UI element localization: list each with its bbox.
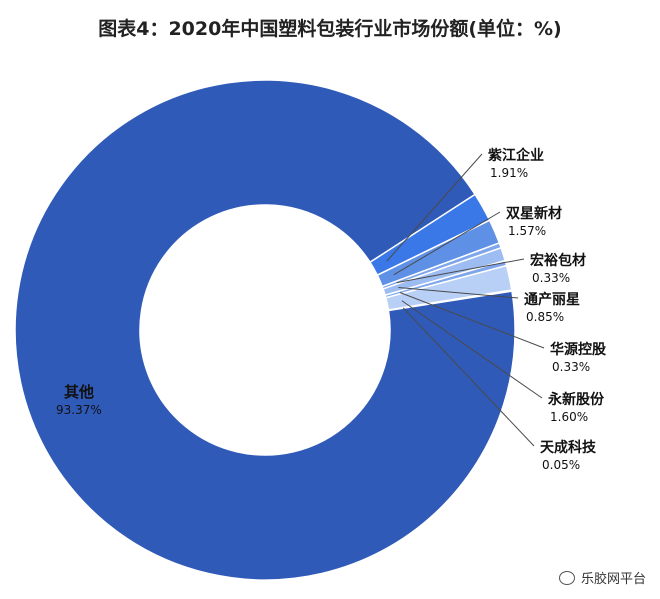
slice-label-name: 双星新材 <box>506 205 562 222</box>
slice-other <box>14 79 516 581</box>
leader-line <box>401 300 543 399</box>
donut-slices <box>14 79 516 581</box>
slice-labels: 紫江企业 1.91% 双星新材 1.57% 宏裕包材 0.33% 通产丽星 0.85% 华源控股… <box>56 147 607 472</box>
slice-label-name: 其他 <box>64 383 94 401</box>
leader-line <box>393 211 501 276</box>
watermark-text: 乐胶网平台 <box>580 572 646 587</box>
wechat-icon <box>558 570 575 585</box>
leader-line <box>399 292 545 349</box>
slice-label-name: 通产丽星 <box>524 291 580 308</box>
chart-title: 图表4：2020年中国塑料包装行业市场份额(单位：%) <box>98 18 562 40</box>
slice-label-name: 华源控股 <box>550 341 607 358</box>
leader-line <box>398 287 519 299</box>
slice-label-value: 0.33% <box>532 271 570 285</box>
leader-line <box>402 307 535 447</box>
slice-label-value: 0.05% <box>542 458 580 472</box>
slice-label-value: 1.57% <box>508 224 546 238</box>
slice-label-name: 天成科技 <box>540 439 597 456</box>
slice-label-value: 1.91% <box>490 166 528 180</box>
slice-label-value: 1.60% <box>550 410 588 424</box>
leader-line <box>386 153 483 262</box>
platform-watermark: 乐胶网平台 <box>558 568 646 587</box>
leader-line <box>396 258 525 284</box>
slice-label-name: 紫江企业 <box>488 147 544 164</box>
slice-label-value: 0.33% <box>552 360 590 374</box>
slice-label-name: 永新股份 <box>547 391 605 408</box>
slice-label-name: 宏裕包材 <box>530 252 586 269</box>
slice-label-value: 93.37% <box>56 403 102 417</box>
leader-lines <box>386 153 545 447</box>
slice-label-value: 0.85% <box>526 310 564 324</box>
